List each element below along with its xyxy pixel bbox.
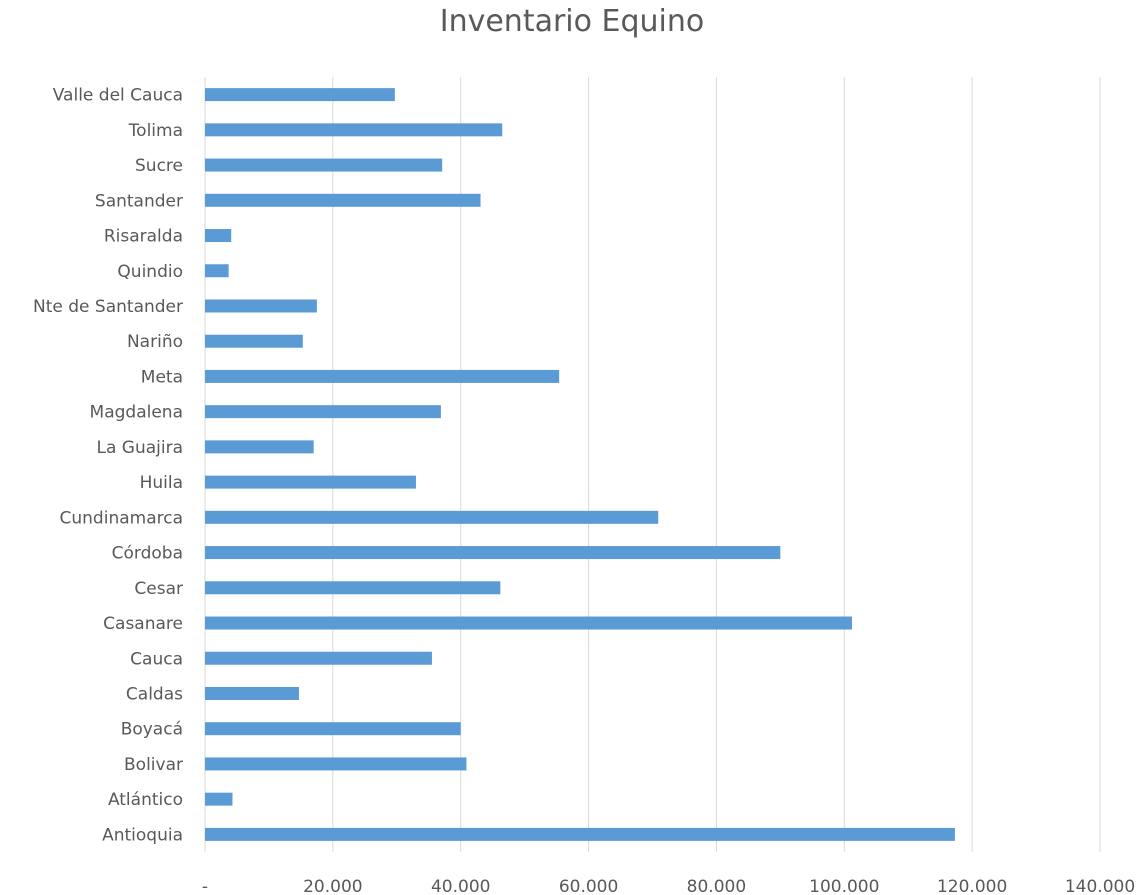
category-label: Casanare xyxy=(103,614,183,634)
category-label: Cesar xyxy=(134,579,183,599)
x-tick-label: 140.000 xyxy=(1065,877,1135,895)
category-label: Nariño xyxy=(127,332,183,352)
bar xyxy=(205,123,503,137)
bar xyxy=(205,510,659,524)
category-label: La Guajira xyxy=(96,438,183,458)
category-label: Sucre xyxy=(135,156,183,176)
bar xyxy=(205,193,481,207)
bar xyxy=(205,792,233,806)
x-tick-label: - xyxy=(202,877,208,895)
bar xyxy=(205,440,314,454)
bar xyxy=(205,651,432,665)
category-label: Antioquia xyxy=(102,825,183,845)
category-label: Cauca xyxy=(130,649,183,669)
bar xyxy=(205,88,395,102)
bar xyxy=(205,757,467,771)
bar xyxy=(205,299,317,313)
bar xyxy=(205,369,560,383)
bar xyxy=(205,546,781,560)
x-tick-label: 100.000 xyxy=(809,877,879,895)
category-label: Caldas xyxy=(126,684,183,704)
category-label: Boyacá xyxy=(121,720,183,740)
category-label: Tolima xyxy=(128,121,183,141)
category-label: Córdoba xyxy=(112,544,183,564)
bars xyxy=(205,88,955,841)
category-label: Cundinamarca xyxy=(60,508,183,528)
x-tick-label: 60.000 xyxy=(559,877,618,895)
category-label: Bolivar xyxy=(124,755,183,775)
category-label: Nte de Santander xyxy=(33,297,183,317)
category-label: Atlántico xyxy=(108,790,183,810)
bar xyxy=(205,475,416,489)
bar xyxy=(205,827,955,841)
chart-title: Inventario Equino xyxy=(439,4,705,39)
bar xyxy=(205,722,461,736)
category-labels: Antioquia Atlántico Bolivar Boyacá Caldas Cau… xyxy=(33,86,183,846)
x-tick-label: 40.000 xyxy=(431,877,490,895)
bar xyxy=(205,334,303,348)
bar xyxy=(205,158,443,172)
category-label: Quindio xyxy=(117,262,183,282)
category-label: Risaralda xyxy=(104,227,183,247)
category-label: Huila xyxy=(140,473,183,493)
category-label: Santander xyxy=(95,191,183,211)
x-tick-label: 80.000 xyxy=(687,877,746,895)
bar xyxy=(205,686,299,700)
bar xyxy=(205,581,501,595)
x-tick-labels: - 20.000 40.000 60.000 80.000 100.000 120.000 1… xyxy=(202,877,1135,895)
category-label: Meta xyxy=(141,367,183,387)
gridlines xyxy=(204,77,1101,852)
bar xyxy=(205,405,441,419)
bar xyxy=(205,616,852,630)
category-label: Magdalena xyxy=(90,403,183,423)
bar xyxy=(205,229,232,243)
category-label: Valle del Cauca xyxy=(53,86,183,106)
x-tick-label: 20.000 xyxy=(303,877,362,895)
x-tick-label: 120.000 xyxy=(937,877,1007,895)
bar xyxy=(205,264,229,278)
